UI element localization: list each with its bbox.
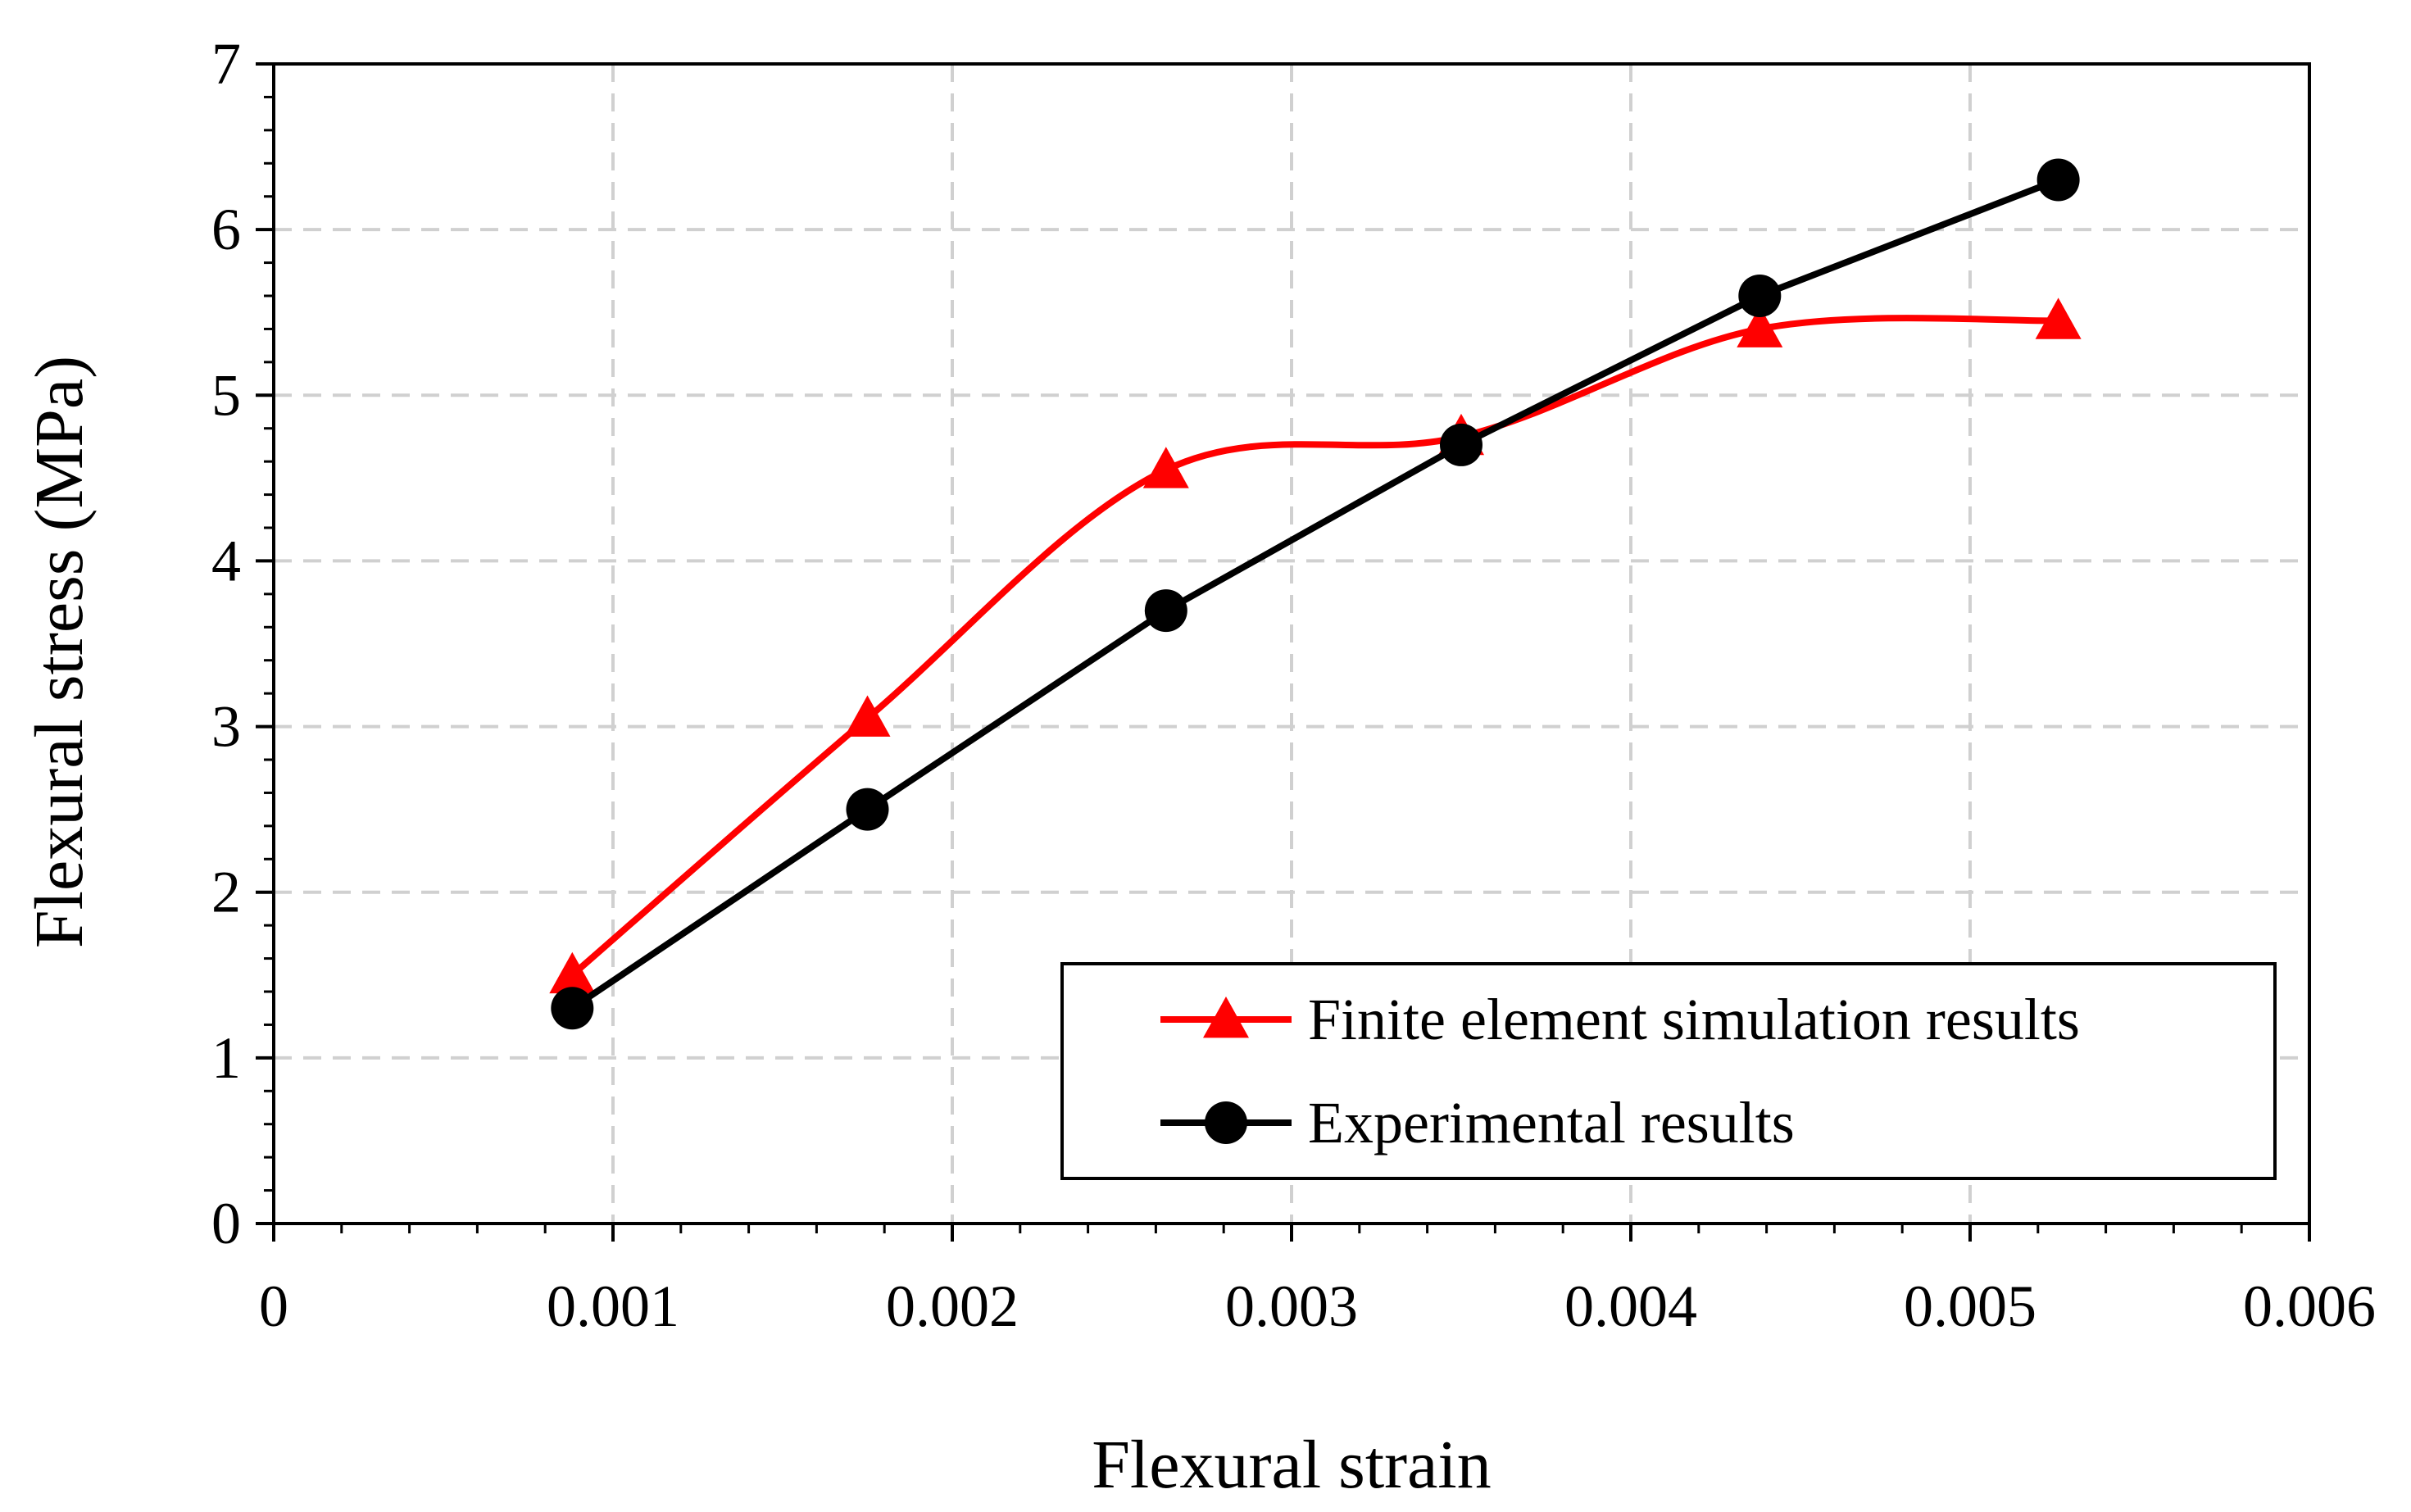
axis-ticks xyxy=(256,62,2311,1242)
axis-tick-labels: 0 0.001 0.002 0.003 0.004 0.005 0.006 0 1 2 3 4 5 6 7 xyxy=(211,31,2376,1339)
x-tick-label: 0.006 xyxy=(2243,1274,2376,1339)
x-axis-title: Flexural strain xyxy=(1092,1427,1492,1503)
y-tick-label: 5 xyxy=(211,362,241,428)
y-tick-label: 2 xyxy=(211,860,241,925)
y-tick-label: 0 xyxy=(211,1191,241,1256)
legend-item: Finite element simulation results xyxy=(1160,987,2080,1052)
x-tick-label: 0.002 xyxy=(886,1274,1019,1339)
data-point xyxy=(1737,306,1783,347)
data-point xyxy=(2036,158,2080,202)
y-tick-label: 3 xyxy=(211,694,241,760)
data-point xyxy=(2035,297,2082,339)
data-point xyxy=(551,987,594,1030)
legend-label: Finite element simulation results xyxy=(1308,987,2080,1052)
series xyxy=(549,158,2082,1030)
data-point xyxy=(1142,447,1189,488)
x-tick-label: 0.005 xyxy=(1904,1274,2036,1339)
x-tick-label: 0.004 xyxy=(1564,1274,1697,1339)
series-line xyxy=(570,315,2059,978)
data-point xyxy=(1440,423,1482,466)
y-tick-label: 7 xyxy=(211,31,241,97)
data-point xyxy=(1738,275,1782,317)
data-point xyxy=(1144,589,1187,633)
y-tick-label: 1 xyxy=(211,1025,241,1091)
data-point xyxy=(549,951,596,994)
legend: Finite element simulation results Experim… xyxy=(1060,962,2277,1180)
legend-box xyxy=(1060,962,2277,1180)
series-finite-element xyxy=(549,297,2082,994)
data-point xyxy=(844,695,891,737)
legend-marker xyxy=(1205,1101,1247,1144)
x-tick-label: 0.001 xyxy=(547,1274,679,1339)
x-tick-label: 0.003 xyxy=(1225,1274,1358,1339)
data-point xyxy=(846,788,889,831)
y-tick-label: 6 xyxy=(211,197,241,262)
series-line xyxy=(570,176,2060,1011)
series-experimental xyxy=(551,158,2080,1030)
legend-marker xyxy=(1203,997,1249,1038)
x-tick-label: 0 xyxy=(259,1274,288,1339)
y-tick-label: 4 xyxy=(211,528,241,593)
legend-label: Experimental results xyxy=(1308,1090,1795,1156)
legend-item: Experimental results xyxy=(1160,1090,1795,1156)
y-axis-title: Flexural stress (MPa) xyxy=(21,356,98,948)
